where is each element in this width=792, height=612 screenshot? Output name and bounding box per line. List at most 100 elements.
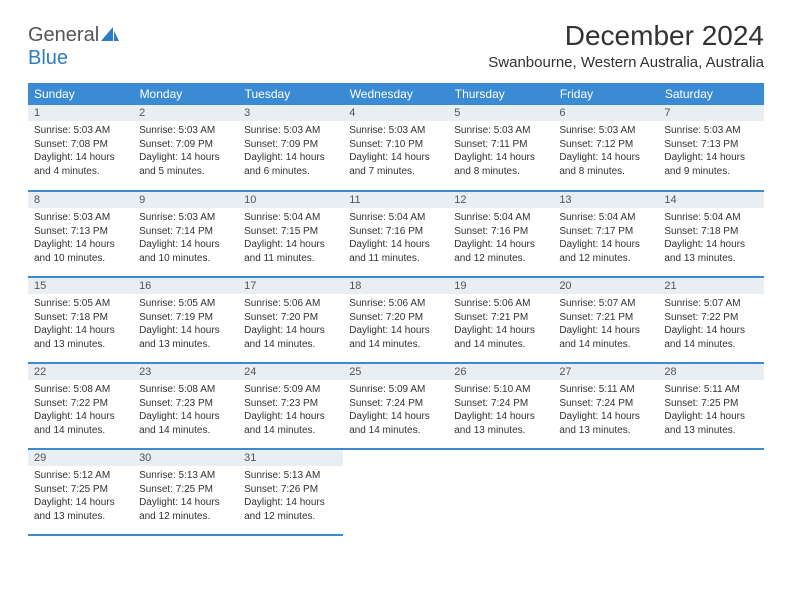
daylight-text: Daylight: 14 hours and 12 minutes. [454, 238, 547, 265]
day-content: Sunrise: 5:04 AMSunset: 7:16 PMDaylight:… [343, 208, 448, 271]
day-number: 11 [343, 192, 448, 208]
calendar-row: 29Sunrise: 5:12 AMSunset: 7:25 PMDayligh… [28, 449, 764, 535]
daylight-text: Daylight: 14 hours and 13 minutes. [34, 496, 127, 523]
calendar-row: 15Sunrise: 5:05 AMSunset: 7:18 PMDayligh… [28, 277, 764, 363]
day-content: Sunrise: 5:13 AMSunset: 7:26 PMDaylight:… [238, 466, 343, 529]
daylight-text: Daylight: 14 hours and 10 minutes. [139, 238, 232, 265]
weekday-header: Thursday [448, 83, 553, 105]
weekday-header: Tuesday [238, 83, 343, 105]
day-content: Sunrise: 5:04 AMSunset: 7:18 PMDaylight:… [658, 208, 763, 271]
sunrise-text: Sunrise: 5:03 AM [244, 124, 337, 138]
day-number: 15 [28, 278, 133, 294]
sunrise-text: Sunrise: 5:11 AM [559, 383, 652, 397]
calendar-cell: 27Sunrise: 5:11 AMSunset: 7:24 PMDayligh… [553, 363, 658, 449]
sunset-text: Sunset: 7:13 PM [664, 138, 757, 152]
day-number: 3 [238, 105, 343, 121]
sunset-text: Sunset: 7:17 PM [559, 225, 652, 239]
sunrise-text: Sunrise: 5:04 AM [349, 211, 442, 225]
sunset-text: Sunset: 7:21 PM [454, 311, 547, 325]
day-number: 8 [28, 192, 133, 208]
daylight-text: Daylight: 14 hours and 14 minutes. [559, 324, 652, 351]
calendar-cell: 19Sunrise: 5:06 AMSunset: 7:21 PMDayligh… [448, 277, 553, 363]
day-number: 25 [343, 364, 448, 380]
sunset-text: Sunset: 7:25 PM [34, 483, 127, 497]
sunrise-text: Sunrise: 5:04 AM [244, 211, 337, 225]
daylight-text: Daylight: 14 hours and 13 minutes. [559, 410, 652, 437]
day-content: Sunrise: 5:03 AMSunset: 7:11 PMDaylight:… [448, 121, 553, 184]
brand-logo: General Blue [28, 20, 121, 70]
sunset-text: Sunset: 7:13 PM [34, 225, 127, 239]
calendar-row: 1Sunrise: 5:03 AMSunset: 7:08 PMDaylight… [28, 105, 764, 191]
calendar-cell: 3Sunrise: 5:03 AMSunset: 7:09 PMDaylight… [238, 105, 343, 191]
calendar-cell: 8Sunrise: 5:03 AMSunset: 7:13 PMDaylight… [28, 191, 133, 277]
day-content: Sunrise: 5:03 AMSunset: 7:09 PMDaylight:… [238, 121, 343, 184]
calendar-cell: 23Sunrise: 5:08 AMSunset: 7:23 PMDayligh… [133, 363, 238, 449]
calendar-cell [658, 449, 763, 535]
daylight-text: Daylight: 14 hours and 9 minutes. [664, 151, 757, 178]
calendar-cell: 21Sunrise: 5:07 AMSunset: 7:22 PMDayligh… [658, 277, 763, 363]
sunrise-text: Sunrise: 5:06 AM [454, 297, 547, 311]
daylight-text: Daylight: 14 hours and 12 minutes. [559, 238, 652, 265]
daylight-text: Daylight: 14 hours and 14 minutes. [34, 410, 127, 437]
sunset-text: Sunset: 7:26 PM [244, 483, 337, 497]
day-number: 31 [238, 450, 343, 466]
daylight-text: Daylight: 14 hours and 14 minutes. [244, 410, 337, 437]
calendar-cell: 18 Sunrise: 5:06 AMSunset: 7:20 PMDayligh… [343, 277, 448, 363]
day-number: 6 [553, 105, 658, 121]
sunset-text: Sunset: 7:25 PM [664, 397, 757, 411]
day-number: 17 [238, 278, 343, 294]
sunrise-text: Sunrise: 5:04 AM [454, 211, 547, 225]
logo-bottom: Blue [28, 47, 68, 69]
daylight-text: Daylight: 14 hours and 14 minutes. [349, 410, 442, 437]
day-content: Sunrise: 5:03 AMSunset: 7:13 PMDaylight:… [28, 208, 133, 271]
sunset-text: Sunset: 7:24 PM [559, 397, 652, 411]
calendar-cell: 31Sunrise: 5:13 AMSunset: 7:26 PMDayligh… [238, 449, 343, 535]
day-number: 10 [238, 192, 343, 208]
daylight-text: Daylight: 14 hours and 6 minutes. [244, 151, 337, 178]
logo-top: General [28, 24, 99, 46]
sunset-text: Sunset: 7:18 PM [664, 225, 757, 239]
sunset-text: Sunset: 7:23 PM [139, 397, 232, 411]
calendar-cell: 9Sunrise: 5:03 AMSunset: 7:14 PMDaylight… [133, 191, 238, 277]
weekday-header: Sunday [28, 83, 133, 105]
sunrise-text: Sunrise: 5:07 AM [664, 297, 757, 311]
day-content: Sunrise: 5:03 AMSunset: 7:13 PMDaylight:… [658, 121, 763, 184]
day-content: Sunrise: 5:12 AMSunset: 7:25 PMDaylight:… [28, 466, 133, 529]
calendar-cell [553, 449, 658, 535]
sunrise-text: Sunrise: 5:09 AM [244, 383, 337, 397]
sunset-text: Sunset: 7:15 PM [244, 225, 337, 239]
sunrise-text: Sunrise: 5:08 AM [34, 383, 127, 397]
day-number: 14 [658, 192, 763, 208]
day-content: Sunrise: 5:05 AMSunset: 7:19 PMDaylight:… [133, 294, 238, 357]
sail-icon [99, 25, 121, 43]
calendar-cell: 29Sunrise: 5:12 AMSunset: 7:25 PMDayligh… [28, 449, 133, 535]
calendar-cell: 30Sunrise: 5:13 AMSunset: 7:25 PMDayligh… [133, 449, 238, 535]
calendar-cell: 15Sunrise: 5:05 AMSunset: 7:18 PMDayligh… [28, 277, 133, 363]
weekday-header: Saturday [658, 83, 763, 105]
day-number: 7 [658, 105, 763, 121]
sunset-text: Sunset: 7:24 PM [349, 397, 442, 411]
day-number: 18 [343, 278, 448, 294]
day-number: 16 [133, 278, 238, 294]
sunset-text: Sunset: 7:20 PM [244, 311, 337, 325]
day-content: Sunrise: 5:04 AMSunset: 7:17 PMDaylight:… [553, 208, 658, 271]
sunset-text: Sunset: 7:20 PM [349, 311, 442, 325]
sunset-text: Sunset: 7:18 PM [34, 311, 127, 325]
day-content: Sunrise: 5:06 AMSunset: 7:21 PMDaylight:… [448, 294, 553, 357]
day-number: 21 [658, 278, 763, 294]
sunrise-text: Sunrise: 5:03 AM [139, 211, 232, 225]
sunset-text: Sunset: 7:25 PM [139, 483, 232, 497]
calendar-cell: 13Sunrise: 5:04 AMSunset: 7:17 PMDayligh… [553, 191, 658, 277]
daylight-text: Daylight: 14 hours and 11 minutes. [349, 238, 442, 265]
daylight-text: Daylight: 14 hours and 4 minutes. [34, 151, 127, 178]
day-content: Sunrise: 5:03 AMSunset: 7:10 PMDaylight:… [343, 121, 448, 184]
calendar-row: 22Sunrise: 5:08 AMSunset: 7:22 PMDayligh… [28, 363, 764, 449]
daylight-text: Daylight: 14 hours and 14 minutes. [349, 324, 442, 351]
sunrise-text: Sunrise: 5:03 AM [34, 211, 127, 225]
day-content: Sunrise: 5:09 AMSunset: 7:24 PMDaylight:… [343, 380, 448, 443]
daylight-text: Daylight: 14 hours and 13 minutes. [664, 410, 757, 437]
day-number: 28 [658, 364, 763, 380]
daylight-text: Daylight: 14 hours and 14 minutes. [664, 324, 757, 351]
sunrise-text: Sunrise: 5:06 AM [349, 297, 442, 311]
daylight-text: Daylight: 14 hours and 14 minutes. [139, 410, 232, 437]
